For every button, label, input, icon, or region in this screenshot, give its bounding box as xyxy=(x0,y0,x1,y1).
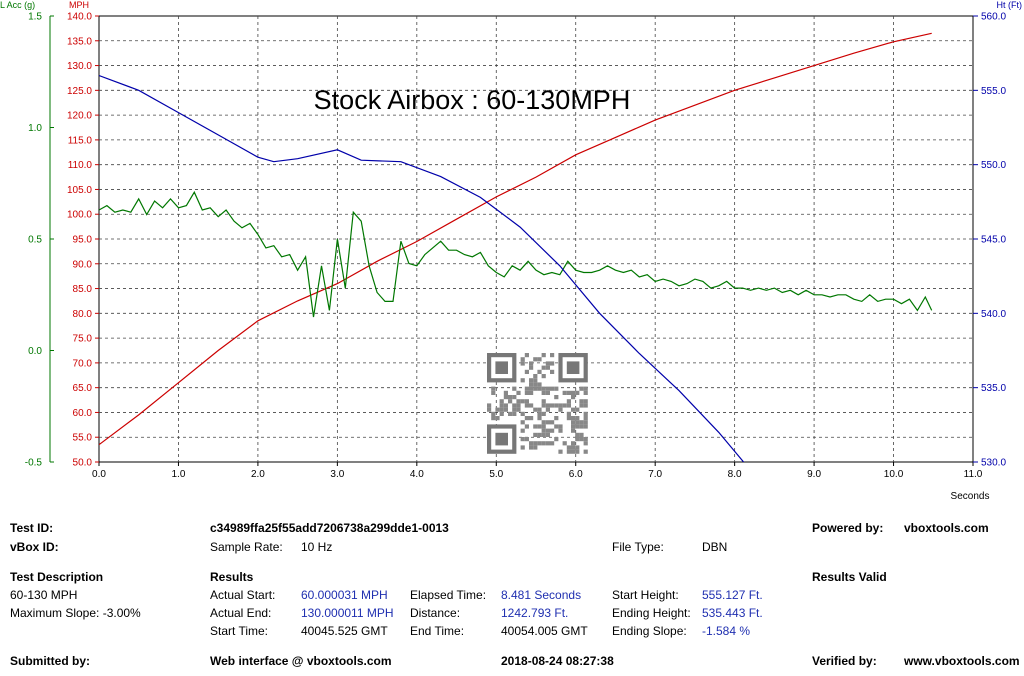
mph-tick-label: 65.0 xyxy=(73,383,93,394)
speed-series-line xyxy=(99,32,932,446)
plot-area xyxy=(98,15,974,463)
mph-tick-label: 55.0 xyxy=(73,433,93,444)
mph-tick-label: 50.0 xyxy=(73,458,93,469)
powered-by-label: Powered by: xyxy=(812,521,884,535)
actual-start-value: 60.000031 MPH xyxy=(301,588,388,602)
x-tick-label: 3.0 xyxy=(330,469,344,480)
mph-tick-label: 100.0 xyxy=(67,210,92,221)
results-label: Results xyxy=(210,570,254,584)
file-type-label: File Type: xyxy=(612,540,664,554)
elapsed-time-label: Elapsed Time: xyxy=(410,588,487,602)
chart-title: Stock Airbox : 60-130MPH xyxy=(314,85,631,115)
submitted-by-label: Submitted by: xyxy=(10,654,90,668)
end-time-label: End Time: xyxy=(410,624,465,638)
x-tick-label: 5.0 xyxy=(489,469,503,480)
report-datetime: 2018-08-24 08:27:38 xyxy=(501,654,614,668)
mph-tick-label: 85.0 xyxy=(73,284,93,295)
x-tick-label: 10.0 xyxy=(884,469,904,480)
actual-end-label: Actual End: xyxy=(210,606,272,620)
test-description-label: Test Description xyxy=(10,570,104,584)
x-tick-label: 11.0 xyxy=(964,469,983,480)
mph-tick-label: 110.0 xyxy=(68,160,93,171)
lacc-tick-label: 1.0 xyxy=(28,123,42,134)
verified-by-label: Verified by: xyxy=(812,654,877,668)
x-tick-label: 0.0 xyxy=(92,469,106,480)
mph-tick-label: 125.0 xyxy=(67,86,92,97)
ht-tick-label: 535.0 xyxy=(981,383,1006,394)
x-axis-label: Seconds xyxy=(951,491,990,502)
ht-tick-label: 540.0 xyxy=(981,309,1006,320)
ending-height-value: 535.443 Ft. xyxy=(702,606,763,620)
lacc-axis-title: L Acc (g) xyxy=(0,0,35,10)
mph-tick-label: 95.0 xyxy=(73,235,93,246)
start-time-value: 40045.525 GMT xyxy=(301,624,388,638)
powered-by-value: vboxtools.com xyxy=(904,521,989,535)
test-id-label: Test ID: xyxy=(10,521,54,535)
test-id-value: c34989ffa25f55add7206738a299dde1-0013 xyxy=(210,521,449,535)
mph-tick-label: 135.0 xyxy=(67,36,92,47)
end-time-value: 40054.005 GMT xyxy=(501,624,588,638)
qr-code-icon xyxy=(487,353,588,454)
start-time-label: Start Time: xyxy=(210,624,269,638)
distance-label: Distance: xyxy=(410,606,461,620)
test-description-value: 60-130 MPH xyxy=(10,588,78,602)
actual-end-value: 130.000011 MPH xyxy=(301,606,394,620)
ht-tick-label: 550.0 xyxy=(981,160,1006,171)
vbox-id-label: vBox ID: xyxy=(10,540,59,554)
actual-start-label: Actual Start: xyxy=(210,588,276,602)
x-tick-label: 6.0 xyxy=(569,469,583,480)
mph-axis-title: MPH xyxy=(69,0,89,10)
x-tick-label: 7.0 xyxy=(648,469,662,480)
ht-tick-label: 545.0 xyxy=(981,235,1006,246)
x-tick-label: 9.0 xyxy=(807,469,821,480)
x-tick-label: 2.0 xyxy=(251,469,265,480)
mph-tick-label: 140.0 xyxy=(67,12,92,23)
mph-tick-label: 105.0 xyxy=(67,185,92,196)
start-height-label: Start Height: xyxy=(612,588,679,602)
ending-height-label: Ending Height: xyxy=(612,606,691,620)
results-valid: Results Valid xyxy=(812,570,887,584)
sample-rate-label: Sample Rate: xyxy=(210,540,283,554)
file-type-value: DBN xyxy=(702,540,728,554)
start-height-value: 555.127 Ft. xyxy=(702,588,763,602)
mph-tick-label: 115.0 xyxy=(68,135,93,146)
distance-value: 1242.793 Ft. xyxy=(501,606,569,620)
verified-by-value[interactable]: www.vboxtools.com xyxy=(904,654,1020,668)
mph-tick-label: 75.0 xyxy=(73,334,93,345)
x-tick-label: 1.0 xyxy=(172,469,186,480)
mph-tick-label: 60.0 xyxy=(73,408,93,419)
performance-chart: 0.0 1.0 2.0 3.0 4.0 5.0 6.0 7.0 8.0 9.0 10.0 11.0 Se… xyxy=(0,0,1023,502)
lacc-tick-label: -0.5 xyxy=(25,458,43,469)
sample-rate-value: 10 Hz xyxy=(301,540,333,554)
ht-tick-label: 555.0 xyxy=(981,86,1006,97)
mph-tick-label: 120.0 xyxy=(67,111,92,122)
ending-slope-label: Ending Slope: xyxy=(612,624,687,638)
mph-tick-label: 80.0 xyxy=(73,309,93,320)
lacc-tick-label: 0.0 xyxy=(28,346,42,357)
elapsed-time-value: 8.481 Seconds xyxy=(501,588,582,602)
lacc-tick-label: 0.5 xyxy=(28,235,42,246)
mph-tick-label: 90.0 xyxy=(73,259,93,270)
x-tick-label: 8.0 xyxy=(728,469,742,480)
web-interface-link[interactable]: Web interface @ vboxtools.com xyxy=(210,654,392,668)
x-tick-label: 4.0 xyxy=(410,469,424,480)
maximum-slope: Maximum Slope: -3.00% xyxy=(10,606,141,620)
mph-tick-label: 70.0 xyxy=(73,358,93,369)
height-series-line xyxy=(99,74,745,462)
mph-tick-label: 130.0 xyxy=(67,61,92,72)
ht-tick-label: 560.0 xyxy=(981,12,1006,23)
ending-slope-value: -1.584 % xyxy=(702,624,751,638)
lateral-accel-series-line xyxy=(99,190,933,318)
ht-tick-label: 530.0 xyxy=(981,458,1006,469)
ht-axis-title: Ht (Ft) xyxy=(997,0,1023,10)
lacc-tick-label: 1.5 xyxy=(28,12,42,23)
